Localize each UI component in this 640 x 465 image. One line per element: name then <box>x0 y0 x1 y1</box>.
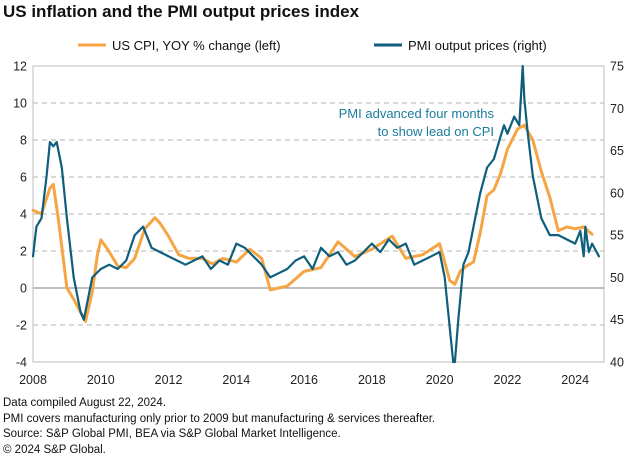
left-tick-label: 10 <box>13 97 27 111</box>
left-tick-label: -2 <box>16 319 27 333</box>
x-tick-label: 2018 <box>358 373 386 387</box>
x-axis: 2008 2010 2012 2014 2016 2018 2020 2022 2024 <box>19 373 589 387</box>
gridlines <box>33 102 604 326</box>
left-tick-label: 2 <box>20 245 27 259</box>
legend-label-cpi: US CPI, YOY % change (left) <box>112 38 281 53</box>
left-tick-label: -4 <box>16 356 27 370</box>
x-tick-label: 2008 <box>19 373 47 387</box>
footnote-data-compiled: Data compiled August 22, 2024. <box>3 397 167 409</box>
x-tick-label: 2022 <box>494 373 522 387</box>
right-tick-label: 50 <box>610 271 624 285</box>
left-tick-label: 4 <box>20 208 27 222</box>
footnote-pmi-coverage: PMI covers manufacturing only prior to 2… <box>3 412 436 425</box>
chart-title: US inflation and the PMI output prices i… <box>3 2 360 21</box>
footnote-source: Source: S&P Global PMI, BEA via S&P Glob… <box>3 428 341 441</box>
pmi-series-line <box>31 64 601 364</box>
x-tick-label: 2016 <box>290 373 318 387</box>
footnotes: Data compiled August 22, 2024. PMI cover… <box>3 396 435 458</box>
annotation-line-2: to show lead on CPI <box>378 124 494 139</box>
right-tick-label: 40 <box>610 356 624 370</box>
legend-label-pmi: PMI output prices (right) <box>408 38 547 53</box>
right-tick-label: 75 <box>610 60 624 74</box>
x-tick-label: 2020 <box>426 373 454 387</box>
left-tick-label: 0 <box>20 282 27 296</box>
right-tick-label: 55 <box>610 229 624 243</box>
left-axis: -4 -2 0 2 4 6 8 10 12 <box>13 60 27 370</box>
right-tick-label: 70 <box>610 102 624 116</box>
x-tick-label: 2024 <box>561 373 589 387</box>
right-axis: 40 45 50 55 60 65 70 75 <box>610 60 624 370</box>
right-tick-label: 65 <box>610 144 624 158</box>
left-tick-label: 8 <box>20 134 27 148</box>
cpi-series-line <box>31 123 594 323</box>
plot-frame <box>32 65 605 363</box>
right-tick-label: 60 <box>610 186 624 200</box>
annotation-line-1: PMI advanced four months <box>339 106 495 121</box>
x-tick-label: 2014 <box>222 373 250 387</box>
right-tick-label: 45 <box>610 313 624 327</box>
legend: US CPI, YOY % change (left) PMI output p… <box>78 38 547 53</box>
footnote-copyright: © 2024 S&P Global. <box>3 443 106 456</box>
x-tick-label: 2010 <box>87 373 115 387</box>
left-tick-label: 6 <box>20 171 27 185</box>
left-tick-label: 12 <box>13 60 27 74</box>
x-tick-label: 2012 <box>155 373 183 387</box>
series-layer <box>31 64 601 364</box>
